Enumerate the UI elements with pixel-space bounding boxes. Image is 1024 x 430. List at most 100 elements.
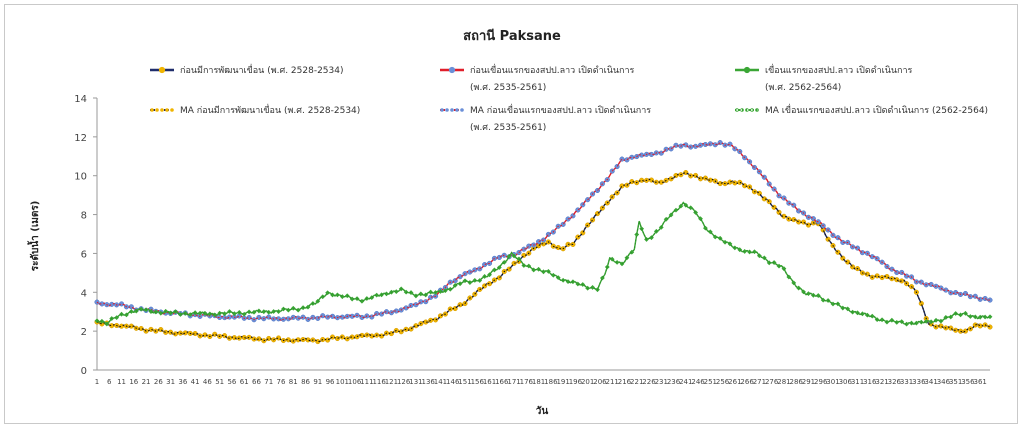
data-point <box>987 297 993 303</box>
x-tick-label: 211 <box>606 378 619 386</box>
data-point <box>472 267 478 273</box>
data-point <box>388 310 394 316</box>
x-tick-label: 131 <box>409 378 422 386</box>
x-tick-label: 161 <box>483 378 496 386</box>
data-point <box>982 295 988 302</box>
data-point <box>457 274 463 280</box>
data-point <box>379 311 385 317</box>
series-line <box>96 141 990 321</box>
data-point <box>310 314 316 320</box>
data-point <box>717 140 723 146</box>
x-tick-label: 181 <box>532 378 545 386</box>
data-point <box>791 217 797 223</box>
legend-swatch-marker <box>160 108 164 112</box>
data-point <box>688 205 694 211</box>
data-point <box>963 310 968 316</box>
data-point <box>329 334 336 340</box>
x-tick-label: 21 <box>142 378 151 386</box>
legend-swatch-marker <box>448 66 456 74</box>
data-point <box>496 265 502 270</box>
x-tick-label: 76 <box>277 378 286 386</box>
x-tick-label: 141 <box>434 378 447 386</box>
legend-swatch-marker <box>743 66 751 74</box>
data-point <box>967 314 973 319</box>
data-point <box>99 301 105 307</box>
x-tick-label: 96 <box>326 378 335 386</box>
x-tick-label: 31 <box>166 378 175 386</box>
data-point <box>585 222 591 228</box>
x-tick-label: 201 <box>581 378 594 386</box>
x-tick-label: 341 <box>924 378 937 386</box>
legend-swatch-marker <box>440 108 444 112</box>
data-point <box>384 291 389 297</box>
legend-swatch-marker <box>445 108 449 112</box>
legend-item: MA เขื่อนแรกของสปป.ลาว เปิดดำเนินการ (25… <box>735 103 988 116</box>
x-tick-label: 41 <box>191 378 200 386</box>
legend-swatch-marker <box>460 108 464 112</box>
data-point <box>290 314 296 320</box>
data-point <box>334 335 340 342</box>
x-tick-label: 26 <box>154 378 163 386</box>
data-point <box>541 269 546 275</box>
data-point <box>393 308 399 314</box>
data-point <box>805 222 812 228</box>
data-point <box>374 292 380 298</box>
y-tick-label: 0 <box>81 366 87 377</box>
y-tick-label: 10 <box>74 172 87 183</box>
data-point <box>594 187 601 194</box>
data-point <box>438 289 443 294</box>
data-point <box>751 164 758 171</box>
data-point <box>197 310 203 316</box>
data-point <box>889 317 895 323</box>
x-tick-label: 221 <box>630 378 643 386</box>
data-point <box>904 321 909 327</box>
legend-item: MA ก่อนมีการพัฒนาเขื่อน (พ.ศ. 2528-2534) <box>150 103 360 116</box>
data-point <box>457 302 463 308</box>
x-tick-label: 126 <box>397 378 411 386</box>
series-ma-line <box>96 201 991 325</box>
legend-label: ก่อนมีการพัฒนาเขื่อน (พ.ศ. 2528-2534) <box>180 63 344 76</box>
data-point <box>869 254 875 260</box>
data-point <box>408 290 414 295</box>
data-point <box>344 336 350 342</box>
legend-item: ก่อนมีการพัฒนาเขื่อน (พ.ศ. 2528-2534) <box>150 63 344 76</box>
data-point <box>359 332 365 338</box>
data-point <box>624 157 630 163</box>
x-tick-label: 156 <box>471 378 485 386</box>
x-tick-label: 171 <box>507 378 520 386</box>
data-point <box>737 247 743 253</box>
data-point <box>330 292 335 298</box>
data-point <box>339 314 345 320</box>
data-point <box>545 231 551 237</box>
data-point <box>860 311 865 317</box>
x-tick-label: 331 <box>900 378 913 386</box>
data-point <box>771 204 777 210</box>
data-point <box>138 325 144 332</box>
data-point <box>987 314 993 320</box>
data-point <box>418 291 424 297</box>
x-tick-label: 36 <box>178 378 187 386</box>
x-tick-label: 246 <box>691 378 705 386</box>
data-point <box>707 141 713 147</box>
data-point <box>315 315 321 321</box>
y-tick-label: 6 <box>81 249 87 260</box>
data-point <box>590 285 595 290</box>
data-point <box>953 327 959 333</box>
x-tick-label: 166 <box>495 378 509 386</box>
data-point <box>172 331 179 337</box>
data-point <box>697 176 704 182</box>
data-point <box>374 311 380 317</box>
data-point <box>393 289 399 295</box>
data-point <box>109 323 115 329</box>
data-point <box>99 318 105 324</box>
data-point <box>222 311 227 317</box>
x-tick-label: 116 <box>372 378 386 386</box>
x-axis-label: วัน <box>536 405 549 417</box>
data-point <box>246 334 252 340</box>
data-point <box>285 316 291 322</box>
data-point <box>94 318 100 324</box>
data-point <box>958 312 963 318</box>
legend-swatch-marker <box>750 108 754 112</box>
data-point <box>241 311 247 317</box>
x-tick-label: 101 <box>336 378 349 386</box>
